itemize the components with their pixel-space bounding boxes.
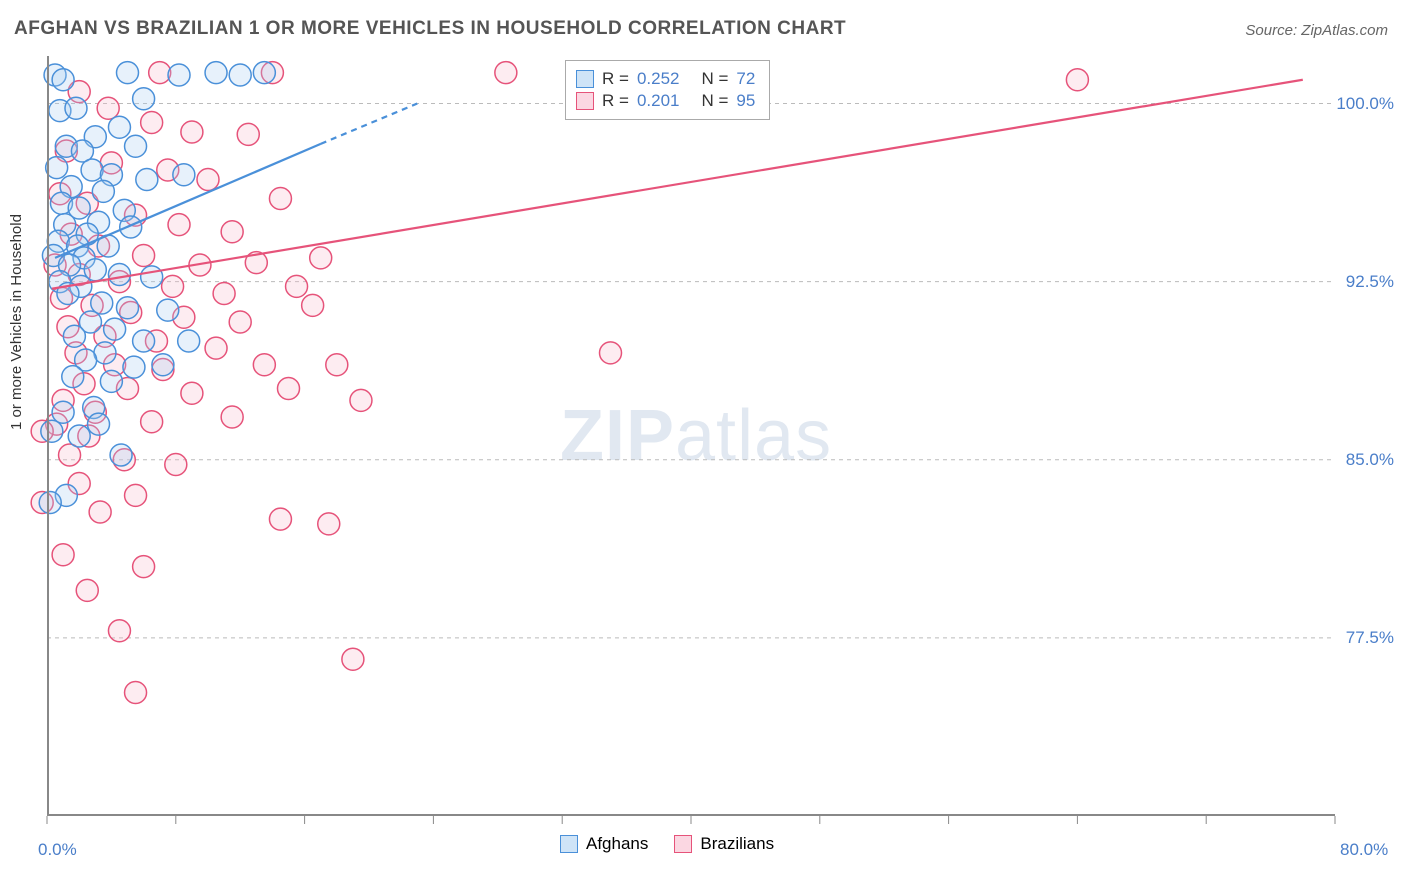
- legend-item-brazilians: Brazilians: [674, 834, 774, 854]
- r-label: R =: [602, 69, 629, 89]
- swatch-afghans: [576, 70, 594, 88]
- stats-row-brazilians: R = 0.201 N = 95: [576, 91, 755, 111]
- y-tick-label: 92.5%: [1346, 272, 1394, 292]
- y-tick-label: 85.0%: [1346, 450, 1394, 470]
- source-name: ZipAtlas.com: [1301, 22, 1388, 39]
- n-label: N =: [701, 91, 728, 111]
- y-axis-label: 1 or more Vehicles in Household: [8, 214, 25, 430]
- plot-frame: [47, 56, 1335, 816]
- stats-legend: R = 0.252 N = 72 R = 0.201 N = 95: [565, 60, 770, 120]
- swatch-brazilians: [576, 92, 594, 110]
- n-value-brazilians: 95: [736, 91, 755, 111]
- source-prefix: Source:: [1245, 22, 1301, 39]
- stats-row-afghans: R = 0.252 N = 72: [576, 69, 755, 89]
- legend-label-brazilians: Brazilians: [700, 834, 774, 854]
- chart-title: AFGHAN VS BRAZILIAN 1 OR MORE VEHICLES I…: [14, 18, 846, 40]
- y-tick-label: 77.5%: [1346, 628, 1394, 648]
- r-value-afghans: 0.252: [637, 69, 680, 89]
- y-tick-label: 100.0%: [1336, 94, 1394, 114]
- swatch-afghans: [560, 835, 578, 853]
- swatch-brazilians: [674, 835, 692, 853]
- x-tick-label-min: 0.0%: [38, 840, 77, 860]
- r-value-brazilians: 0.201: [637, 91, 680, 111]
- legend-label-afghans: Afghans: [586, 834, 648, 854]
- n-label: N =: [701, 69, 728, 89]
- n-value-afghans: 72: [736, 69, 755, 89]
- chart-container: AFGHAN VS BRAZILIAN 1 OR MORE VEHICLES I…: [0, 0, 1406, 892]
- legend-item-afghans: Afghans: [560, 834, 648, 854]
- source-attribution: Source: ZipAtlas.com: [1245, 22, 1388, 39]
- x-tick-label-max: 80.0%: [1340, 840, 1388, 860]
- series-legend: Afghans Brazilians: [560, 832, 774, 856]
- r-label: R =: [602, 91, 629, 111]
